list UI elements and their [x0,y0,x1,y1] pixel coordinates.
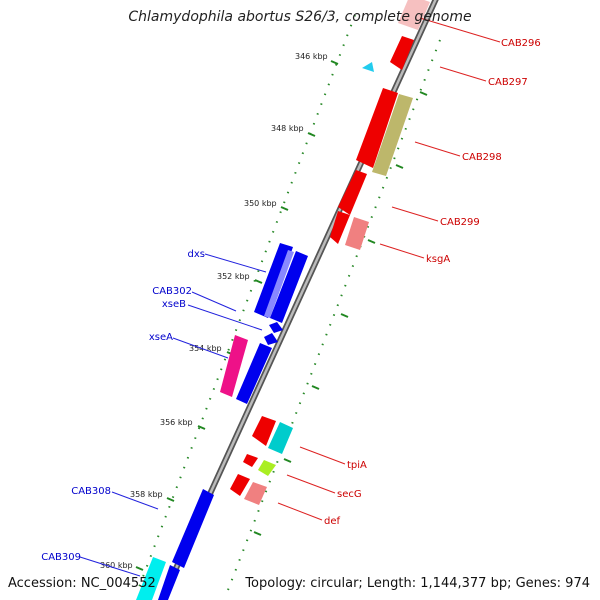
reverse-strand-features [136,243,308,600]
gene-label: xseA [149,332,173,343]
leader-line [286,474,336,494]
tick-mark [419,91,428,96]
gene-CAB297[interactable] [390,36,414,70]
tick-mark [254,279,263,284]
gene-label: def [324,516,341,527]
gene-dxs[interactable] [254,243,293,318]
tick-mark [197,425,206,430]
tick-label: 360 kbp [100,561,133,570]
gene-label: CAB298 [462,152,502,163]
gene-def-b[interactable] [244,482,267,505]
gene-CAB299-b[interactable] [330,211,350,244]
genome-summary: Topology: circular; Length: 1,144,377 bp… [245,576,590,591]
gene-xseA[interactable] [236,343,272,404]
gene-label: CAB309 [41,552,81,563]
gene-xseA-magenta[interactable] [220,335,248,397]
gene-CAB309[interactable] [136,557,166,600]
gene-label: dxs [188,249,205,260]
tick-mark [166,497,175,502]
gene-CAB298-b[interactable] [372,94,413,176]
tick-mark [135,566,144,571]
gene-CAB298-a[interactable] [356,88,398,168]
gene-CAB308[interactable] [172,489,214,568]
tick-label: 348 kbp [271,124,304,133]
leader-line [379,243,425,259]
tick-mark [395,164,404,169]
tick-label: 358 kbp [130,490,163,499]
genome-title: Chlamydophila abortus S26/3, complete ge… [128,9,472,25]
accession-label: Accession: NC_004552 [8,576,156,591]
leader-line [191,291,237,312]
tick-mark [307,132,316,137]
tick-label: 354 kbp [189,344,222,353]
gene-secG-b[interactable] [258,460,276,476]
gene-label: CAB302 [152,286,192,297]
leader-line [299,446,346,465]
gene-xseB-b[interactable] [264,333,278,345]
tick-mark [280,206,289,211]
tick-mark [367,239,376,244]
leader-line [172,337,229,359]
tick-mark [330,60,339,65]
gene-label: CAB297 [488,77,528,88]
gene-label: xseB [162,299,186,310]
gene-label: tpiA [347,460,367,471]
leader-line [79,556,141,577]
leader-line [439,66,487,82]
gene-label: CAB296 [501,38,541,49]
gene-CAB309-b[interactable] [158,565,180,600]
outer-guide-right [227,39,441,591]
gene-label: secG [337,489,362,500]
tick-label: 352 kbp [217,272,250,281]
leader-line [187,304,263,331]
gene-label: ksgA [426,254,450,265]
gene-xseB-a[interactable] [269,322,283,333]
gene-dxs-light[interactable] [264,250,294,318]
leader-line [204,253,267,273]
leader-line [414,141,461,157]
forward-strand-features [230,0,430,505]
marker-cyan [362,62,374,72]
tick-mark [253,531,262,536]
left-leader-lines [79,253,267,577]
gene-ksgA[interactable] [345,217,369,250]
gene-def-a[interactable] [230,474,250,496]
gene-CAB296-pale[interactable] [398,0,430,30]
gene-CAB299-a[interactable] [338,170,367,215]
gene-secG-a[interactable] [243,454,258,467]
gene-CAB302[interactable] [270,251,308,323]
tick-mark [283,458,292,463]
tick-marks [135,60,428,571]
gene-label: CAB299 [440,217,480,228]
gene-tpiA-a[interactable] [252,416,276,446]
tick-label: 356 kbp [160,418,193,427]
leader-line [419,17,501,43]
tick-label: 346 kbp [295,52,328,61]
leader-line [277,502,323,521]
tick-mark [340,313,349,318]
right-leader-lines [277,17,501,521]
leader-line [111,491,159,510]
gene-tpiA-b[interactable] [268,422,293,454]
gene-label: CAB308 [71,486,111,497]
leader-line [391,206,439,222]
tick-mark [311,385,320,390]
tick-label: 350 kbp [244,199,277,208]
